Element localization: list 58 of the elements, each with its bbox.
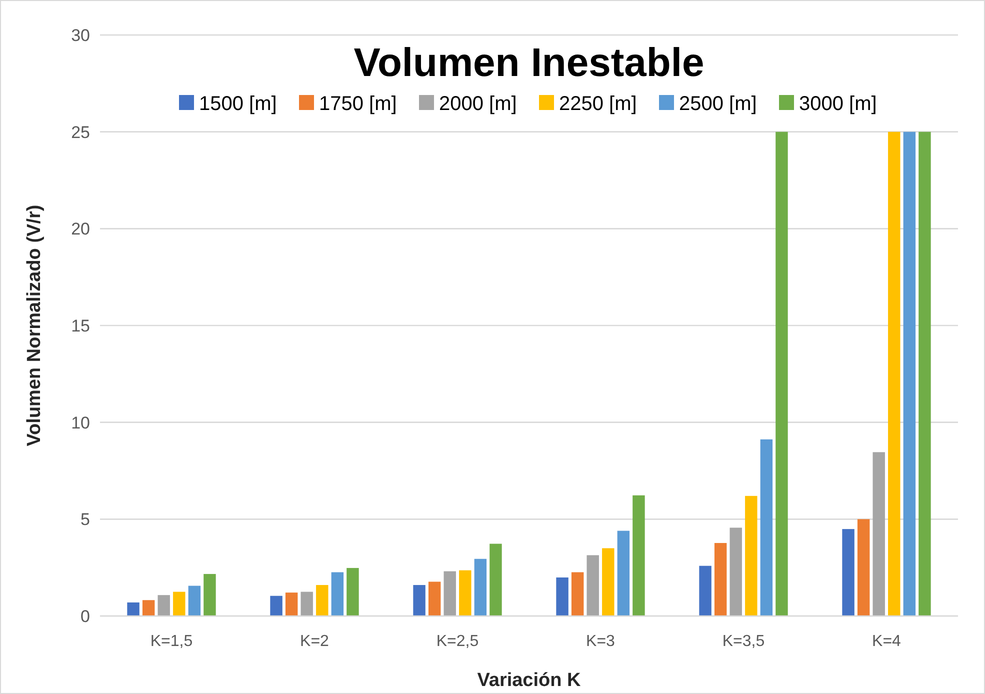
bar [888, 132, 900, 616]
bar [857, 519, 870, 616]
bar [158, 595, 170, 616]
bar [842, 529, 854, 616]
bar [632, 495, 645, 616]
bar [127, 602, 140, 616]
bar [745, 496, 758, 616]
bar [571, 572, 584, 616]
bar [316, 585, 328, 616]
y-tick-label: 5 [80, 510, 90, 530]
y-tick-label: 10 [71, 413, 90, 432]
bar [490, 544, 502, 616]
chart-title: Volumen Inestable [354, 41, 704, 85]
bar [903, 132, 916, 616]
y-axis-title: Volumen Normalizado (V/r) [24, 204, 45, 446]
x-tick-label: K=3,5 [722, 633, 765, 650]
bar [617, 530, 630, 616]
x-tick-label: K=4 [872, 633, 902, 650]
bar [346, 568, 359, 616]
bar [285, 592, 298, 616]
bar [270, 596, 282, 616]
x-axis-title: Variación K [477, 670, 582, 691]
bar [173, 592, 186, 616]
bar [918, 132, 931, 616]
y-tick-label: 15 [71, 316, 90, 336]
y-tick-label: 0 [80, 606, 90, 626]
bar [444, 571, 456, 616]
bar [556, 577, 568, 616]
bar [872, 452, 885, 616]
bar [331, 572, 344, 616]
bar [586, 555, 599, 616]
bar [474, 558, 487, 616]
x-tick-label: K=1,5 [150, 633, 193, 650]
bar [760, 439, 773, 616]
bar [776, 132, 788, 616]
x-tick-label: K=2 [300, 633, 330, 650]
bar [459, 570, 472, 616]
y-tick-label: 30 [71, 26, 90, 45]
bar [204, 574, 216, 616]
bar [142, 600, 155, 616]
bar [602, 548, 614, 616]
legend-label: 2500 [m] [679, 93, 757, 115]
bar [730, 528, 742, 616]
bar [699, 566, 712, 616]
bar [300, 592, 313, 616]
y-tick-label: 25 [71, 122, 90, 142]
x-tick-label: K=2,5 [436, 633, 479, 650]
x-tick-label: K=3 [586, 633, 616, 650]
legend-label: 3000 [m] [799, 93, 877, 115]
legend-label: 1750 [m] [319, 93, 397, 115]
bar [428, 582, 441, 616]
legend-label: 2250 [m] [559, 93, 637, 115]
bar [413, 585, 426, 616]
bar [714, 542, 727, 616]
y-tick-label: 20 [71, 220, 90, 239]
legend-label: 1500 [m] [199, 93, 277, 115]
bar [188, 586, 201, 616]
legend-label: 2000 [m] [439, 93, 517, 115]
